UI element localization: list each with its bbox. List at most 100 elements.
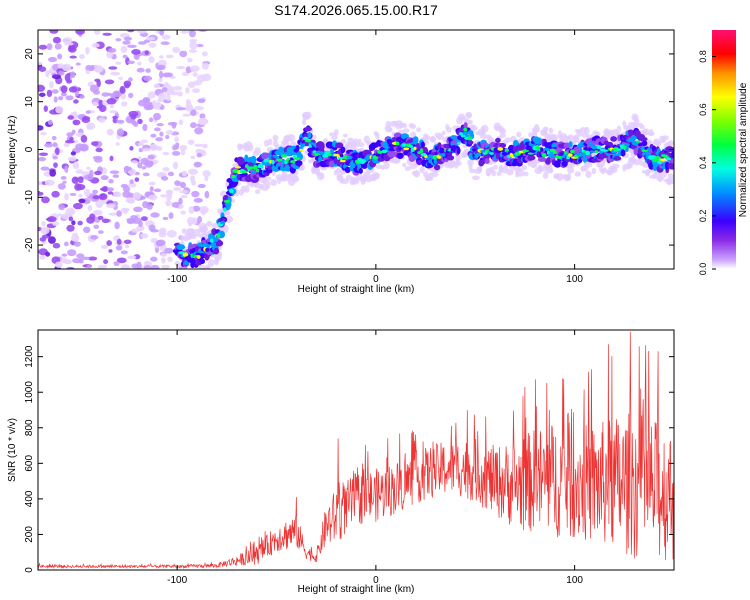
- heatmap-ridge-core: [182, 252, 189, 257]
- heatmap-x-axis-label: Height of straight line (km): [298, 284, 415, 295]
- heatmap-ridge-core: [216, 233, 221, 239]
- heatmap-noise-blob: [39, 255, 46, 260]
- heatmap-noise-blob: [83, 226, 91, 234]
- heatmap-noise-blob: [179, 144, 188, 151]
- heatmap-noise-blob: [124, 82, 131, 89]
- heatmap-noise-blob: [179, 190, 189, 194]
- heatmap-halo-blob: [666, 179, 674, 185]
- heatmap-noise-blob: [148, 194, 158, 201]
- heatmap-ridge-core: [552, 150, 557, 155]
- heatmap-ridge-blob: [393, 132, 402, 139]
- heatmap-halo-blob: [616, 125, 622, 133]
- heatmap-halo-blob: [574, 171, 582, 177]
- heatmap-noise-blob: [188, 168, 198, 175]
- heatmap-noise-blob: [122, 185, 131, 192]
- heatmap-cells: [38, 30, 674, 269]
- heatmap-ridge-blob: [408, 154, 416, 162]
- heatmap-noise-blob: [166, 193, 173, 201]
- heatmap-noise-blob: [112, 115, 118, 120]
- heatmap-ridge-blob: [446, 155, 455, 161]
- heatmap-noise-blob: [189, 122, 197, 129]
- heatmap-ridge-blob: [639, 136, 648, 142]
- heatmap-noise-blob: [167, 256, 173, 263]
- heatmap-ridge-core: [250, 170, 256, 174]
- heatmap-noise-blob: [49, 81, 54, 89]
- heatmap-ridge-core: [276, 158, 283, 162]
- heatmap-noise-blob: [191, 217, 198, 225]
- heatmap-noise-blob: [149, 186, 154, 192]
- heatmap-noise-blob: [143, 75, 153, 82]
- heatmap-noise-blob: [155, 137, 164, 142]
- heatmap-noise-blob: [102, 32, 112, 36]
- heatmap-ridge-core: [540, 147, 544, 152]
- heatmap-noise-blob: [82, 256, 90, 260]
- heatmap-halo-blob: [223, 210, 231, 216]
- heatmap-noise-blob: [187, 81, 196, 88]
- heatmap-ridge-blob: [620, 149, 626, 157]
- heatmap-noise-blob: [156, 101, 162, 108]
- snr-background: [38, 330, 674, 570]
- heatmap-noise-blob: [153, 112, 161, 121]
- heatmap-noise-blob: [106, 240, 112, 247]
- heatmap-noise-blob: [115, 142, 120, 146]
- heatmap-halo-blob: [516, 131, 522, 138]
- heatmap-noise-blob: [106, 203, 116, 209]
- heatmap-halo-blob: [504, 137, 512, 143]
- heatmap-noise-blob: [72, 139, 78, 144]
- heatmap-ridge-core: [234, 166, 242, 169]
- heatmap-halo-blob: [550, 134, 559, 141]
- heatmap-noise-blob: [71, 220, 76, 226]
- heatmap-noise-blob: [73, 241, 81, 247]
- heatmap-ridge-core: [346, 155, 353, 159]
- heatmap-noise-blob: [78, 258, 84, 264]
- heatmap-halo-blob: [533, 123, 540, 132]
- heatmap-halo-blob: [516, 169, 525, 177]
- heatmap-halo-blob: [476, 166, 483, 172]
- heatmap-noise-blob: [157, 64, 166, 70]
- heatmap-ridge-blob: [387, 150, 397, 158]
- heatmap-noise-blob: [38, 181, 43, 186]
- heatmap-halo-blob: [340, 169, 347, 175]
- heatmap-noise-blob: [136, 261, 142, 269]
- heatmap-noise-blob: [87, 205, 93, 211]
- heatmap-noise-blob: [78, 198, 86, 204]
- heatmap-noise-blob: [178, 119, 184, 126]
- heatmap-noise-blob: [52, 36, 62, 44]
- heatmap-noise-blob: [58, 204, 66, 211]
- heatmap-ridge-core: [395, 141, 400, 146]
- heatmap-noise-blob: [38, 62, 43, 66]
- heatmap-halo-blob: [468, 162, 473, 170]
- heatmap-halo-blob: [274, 143, 280, 149]
- heatmap-noise-blob: [165, 72, 173, 78]
- heatmap-ridge-core: [248, 166, 255, 170]
- heatmap-ridge-core: [310, 142, 315, 145]
- heatmap-noise-blob: [187, 219, 193, 227]
- y-tick-label: 0: [24, 567, 35, 573]
- heatmap-noise-blob: [176, 107, 186, 111]
- heatmap-noise-blob: [112, 90, 122, 98]
- heatmap-noise-blob: [118, 76, 123, 80]
- heatmap-halo-blob: [189, 231, 197, 240]
- heatmap-noise-blob: [112, 174, 120, 179]
- heatmap-noise-blob: [84, 188, 91, 197]
- heatmap-ridge-core: [223, 199, 231, 203]
- heatmap-noise-blob: [38, 66, 42, 71]
- heatmap-noise-blob: [38, 44, 48, 50]
- heatmap-noise-blob: [71, 129, 76, 135]
- heatmap-ridge-core: [588, 147, 592, 151]
- heatmap-noise-blob: [177, 91, 183, 97]
- heatmap-noise-blob: [64, 193, 69, 201]
- heatmap-noise-blob: [190, 155, 196, 160]
- heatmap-noise-blob: [91, 43, 100, 48]
- x-tick-label: 0: [373, 274, 379, 285]
- y-tick-label: 1000: [24, 381, 35, 404]
- heatmap-noise-blob: [142, 123, 148, 132]
- heatmap-noise-blob: [78, 193, 83, 198]
- heatmap-ridge-blob: [199, 252, 206, 259]
- heatmap-halo-blob: [222, 224, 229, 233]
- heatmap-noise-blob: [57, 183, 66, 190]
- heatmap-noise-blob: [197, 216, 202, 224]
- heatmap-ridge-blob: [641, 140, 648, 147]
- heatmap-ridge-core: [641, 149, 648, 153]
